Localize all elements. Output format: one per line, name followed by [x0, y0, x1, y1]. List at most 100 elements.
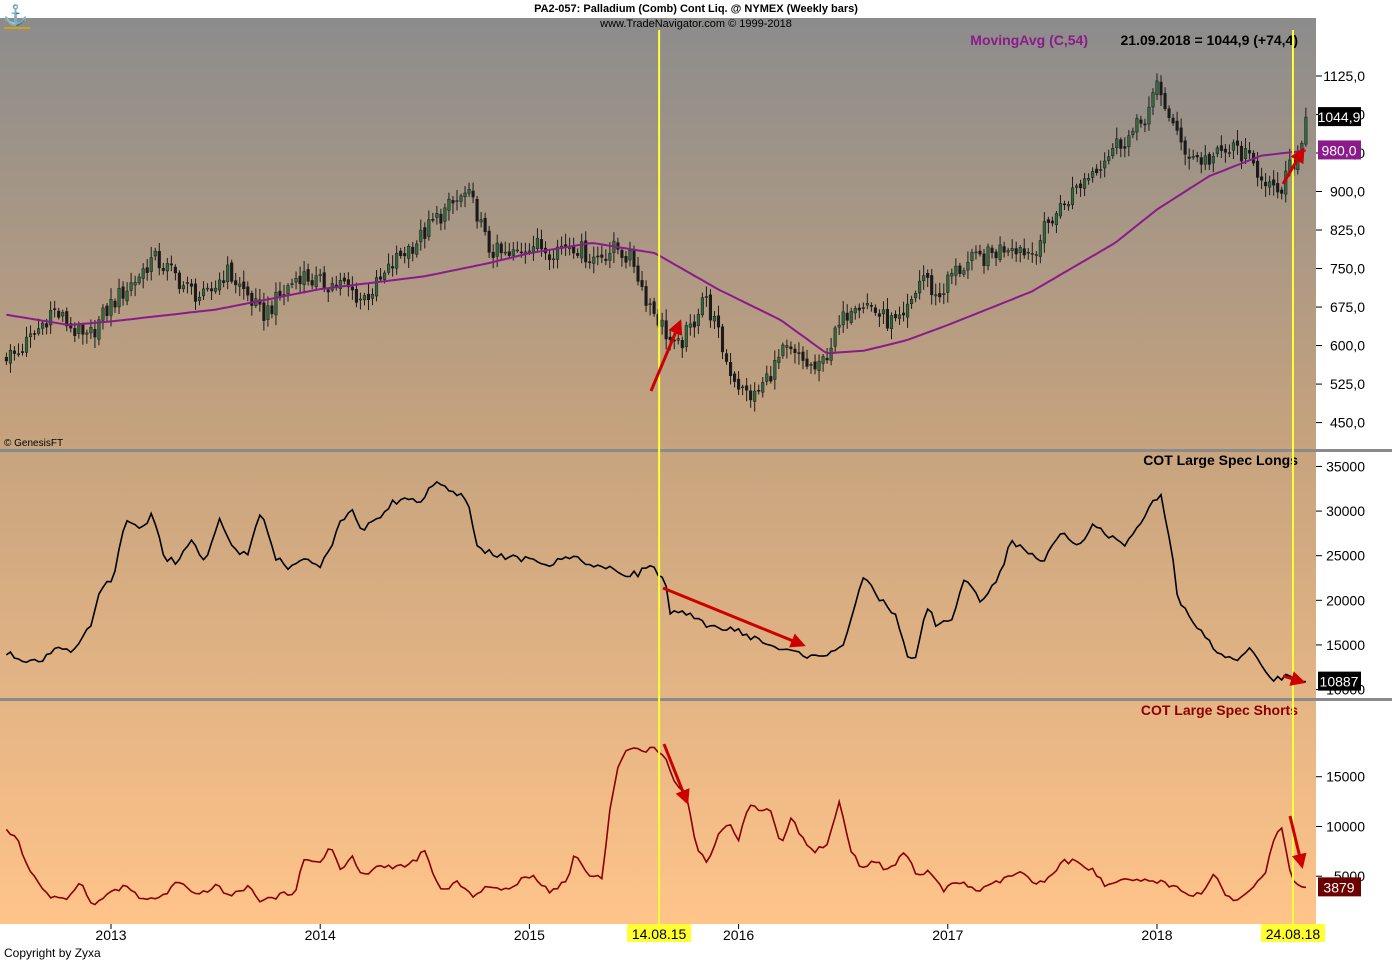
candle-body — [1111, 148, 1115, 157]
price-candle — [1151, 88, 1155, 115]
price-candle — [314, 266, 318, 291]
price-candle — [197, 291, 202, 306]
candle-body — [897, 314, 902, 319]
price-candle — [696, 308, 700, 334]
candle-body — [149, 257, 153, 272]
price-candle — [37, 318, 41, 336]
price-candle — [451, 196, 455, 214]
candle-body — [310, 280, 314, 286]
candle-body — [946, 274, 950, 293]
price-candle — [600, 245, 604, 264]
candle-body — [53, 308, 57, 310]
candle-body — [978, 250, 982, 255]
candle-body — [28, 333, 33, 338]
candle-body — [1079, 183, 1083, 189]
price-candle — [467, 182, 471, 197]
candle-body — [584, 240, 588, 263]
candle-body — [479, 219, 483, 223]
candle-body — [624, 256, 628, 263]
price-candle — [374, 270, 379, 302]
moving-average-line — [6, 149, 1307, 355]
candle-body — [785, 345, 789, 348]
candle-body — [982, 253, 986, 266]
price-candle — [8, 344, 12, 373]
candle-body — [1264, 181, 1268, 187]
price-candle — [105, 302, 109, 322]
price-candle — [741, 384, 745, 396]
candle-body — [487, 230, 491, 253]
price-candle — [1183, 136, 1187, 166]
candle-body — [680, 340, 684, 349]
price-candle — [1091, 167, 1095, 183]
price-candle — [362, 292, 367, 306]
candle-body — [362, 295, 367, 301]
candle-body — [242, 281, 246, 290]
price-candle — [1026, 248, 1030, 260]
price-candle — [990, 244, 994, 259]
price-candle — [547, 249, 552, 270]
candle-body — [821, 356, 825, 364]
y-tick-label: 25000 — [1326, 548, 1365, 564]
candle-body — [101, 307, 105, 321]
price-candle — [391, 255, 395, 277]
price-candle — [640, 270, 644, 291]
price-candle — [1006, 247, 1010, 257]
candle-body — [125, 290, 129, 302]
candle-body — [857, 307, 861, 311]
price-candle — [41, 320, 45, 335]
candle-body — [97, 319, 101, 340]
candle-body — [1087, 177, 1091, 181]
price-candle — [97, 315, 101, 346]
candle-body — [1147, 106, 1151, 125]
price-candle — [757, 384, 761, 395]
price-candle — [399, 247, 403, 259]
price-candle — [419, 219, 423, 251]
price-candle — [1095, 164, 1099, 176]
y-tick-label: 30000 — [1326, 503, 1365, 519]
price-candle — [954, 258, 958, 286]
candle-body — [1207, 154, 1211, 165]
candle-body — [604, 258, 608, 261]
price-candle — [930, 268, 934, 305]
price-candle — [910, 295, 914, 309]
candle-body — [419, 229, 423, 243]
price-candle — [443, 203, 447, 230]
price-candle — [226, 256, 230, 290]
price-candle — [644, 280, 648, 312]
marker-label-bg — [1260, 924, 1325, 942]
price-candle — [620, 247, 624, 267]
price-candle — [869, 302, 873, 312]
candle-body — [350, 286, 354, 291]
candle-body — [801, 351, 805, 361]
candle-body — [881, 309, 885, 315]
price-candle — [53, 300, 57, 318]
price-candle — [942, 283, 946, 305]
candle-body — [724, 353, 729, 362]
candle-body — [1046, 219, 1050, 223]
candle-body — [753, 390, 757, 402]
candle-body — [684, 325, 688, 348]
price-candle — [889, 312, 894, 340]
price-candle — [982, 248, 986, 274]
candle-body — [374, 277, 379, 297]
candle-body — [1163, 93, 1167, 109]
price-candle — [737, 371, 741, 395]
candle-body — [576, 253, 580, 256]
candle-body — [197, 296, 202, 301]
price-candle — [222, 270, 226, 288]
candle-body — [1187, 156, 1191, 159]
logo-icon: ⚓ — [3, 3, 30, 29]
price-candle — [648, 298, 652, 316]
candle-body — [1239, 145, 1244, 162]
y-tick-label: 20000 — [1326, 592, 1365, 608]
candle-body — [974, 251, 978, 254]
panel-separator-price — [0, 449, 1392, 452]
price-candle — [720, 323, 725, 360]
price-candle — [20, 343, 25, 356]
candle-body — [849, 311, 853, 323]
candle-body — [877, 313, 881, 317]
candle-body — [1131, 130, 1135, 135]
price-candle — [1074, 183, 1079, 195]
candle-body — [1123, 146, 1127, 149]
candle-body — [503, 251, 507, 254]
